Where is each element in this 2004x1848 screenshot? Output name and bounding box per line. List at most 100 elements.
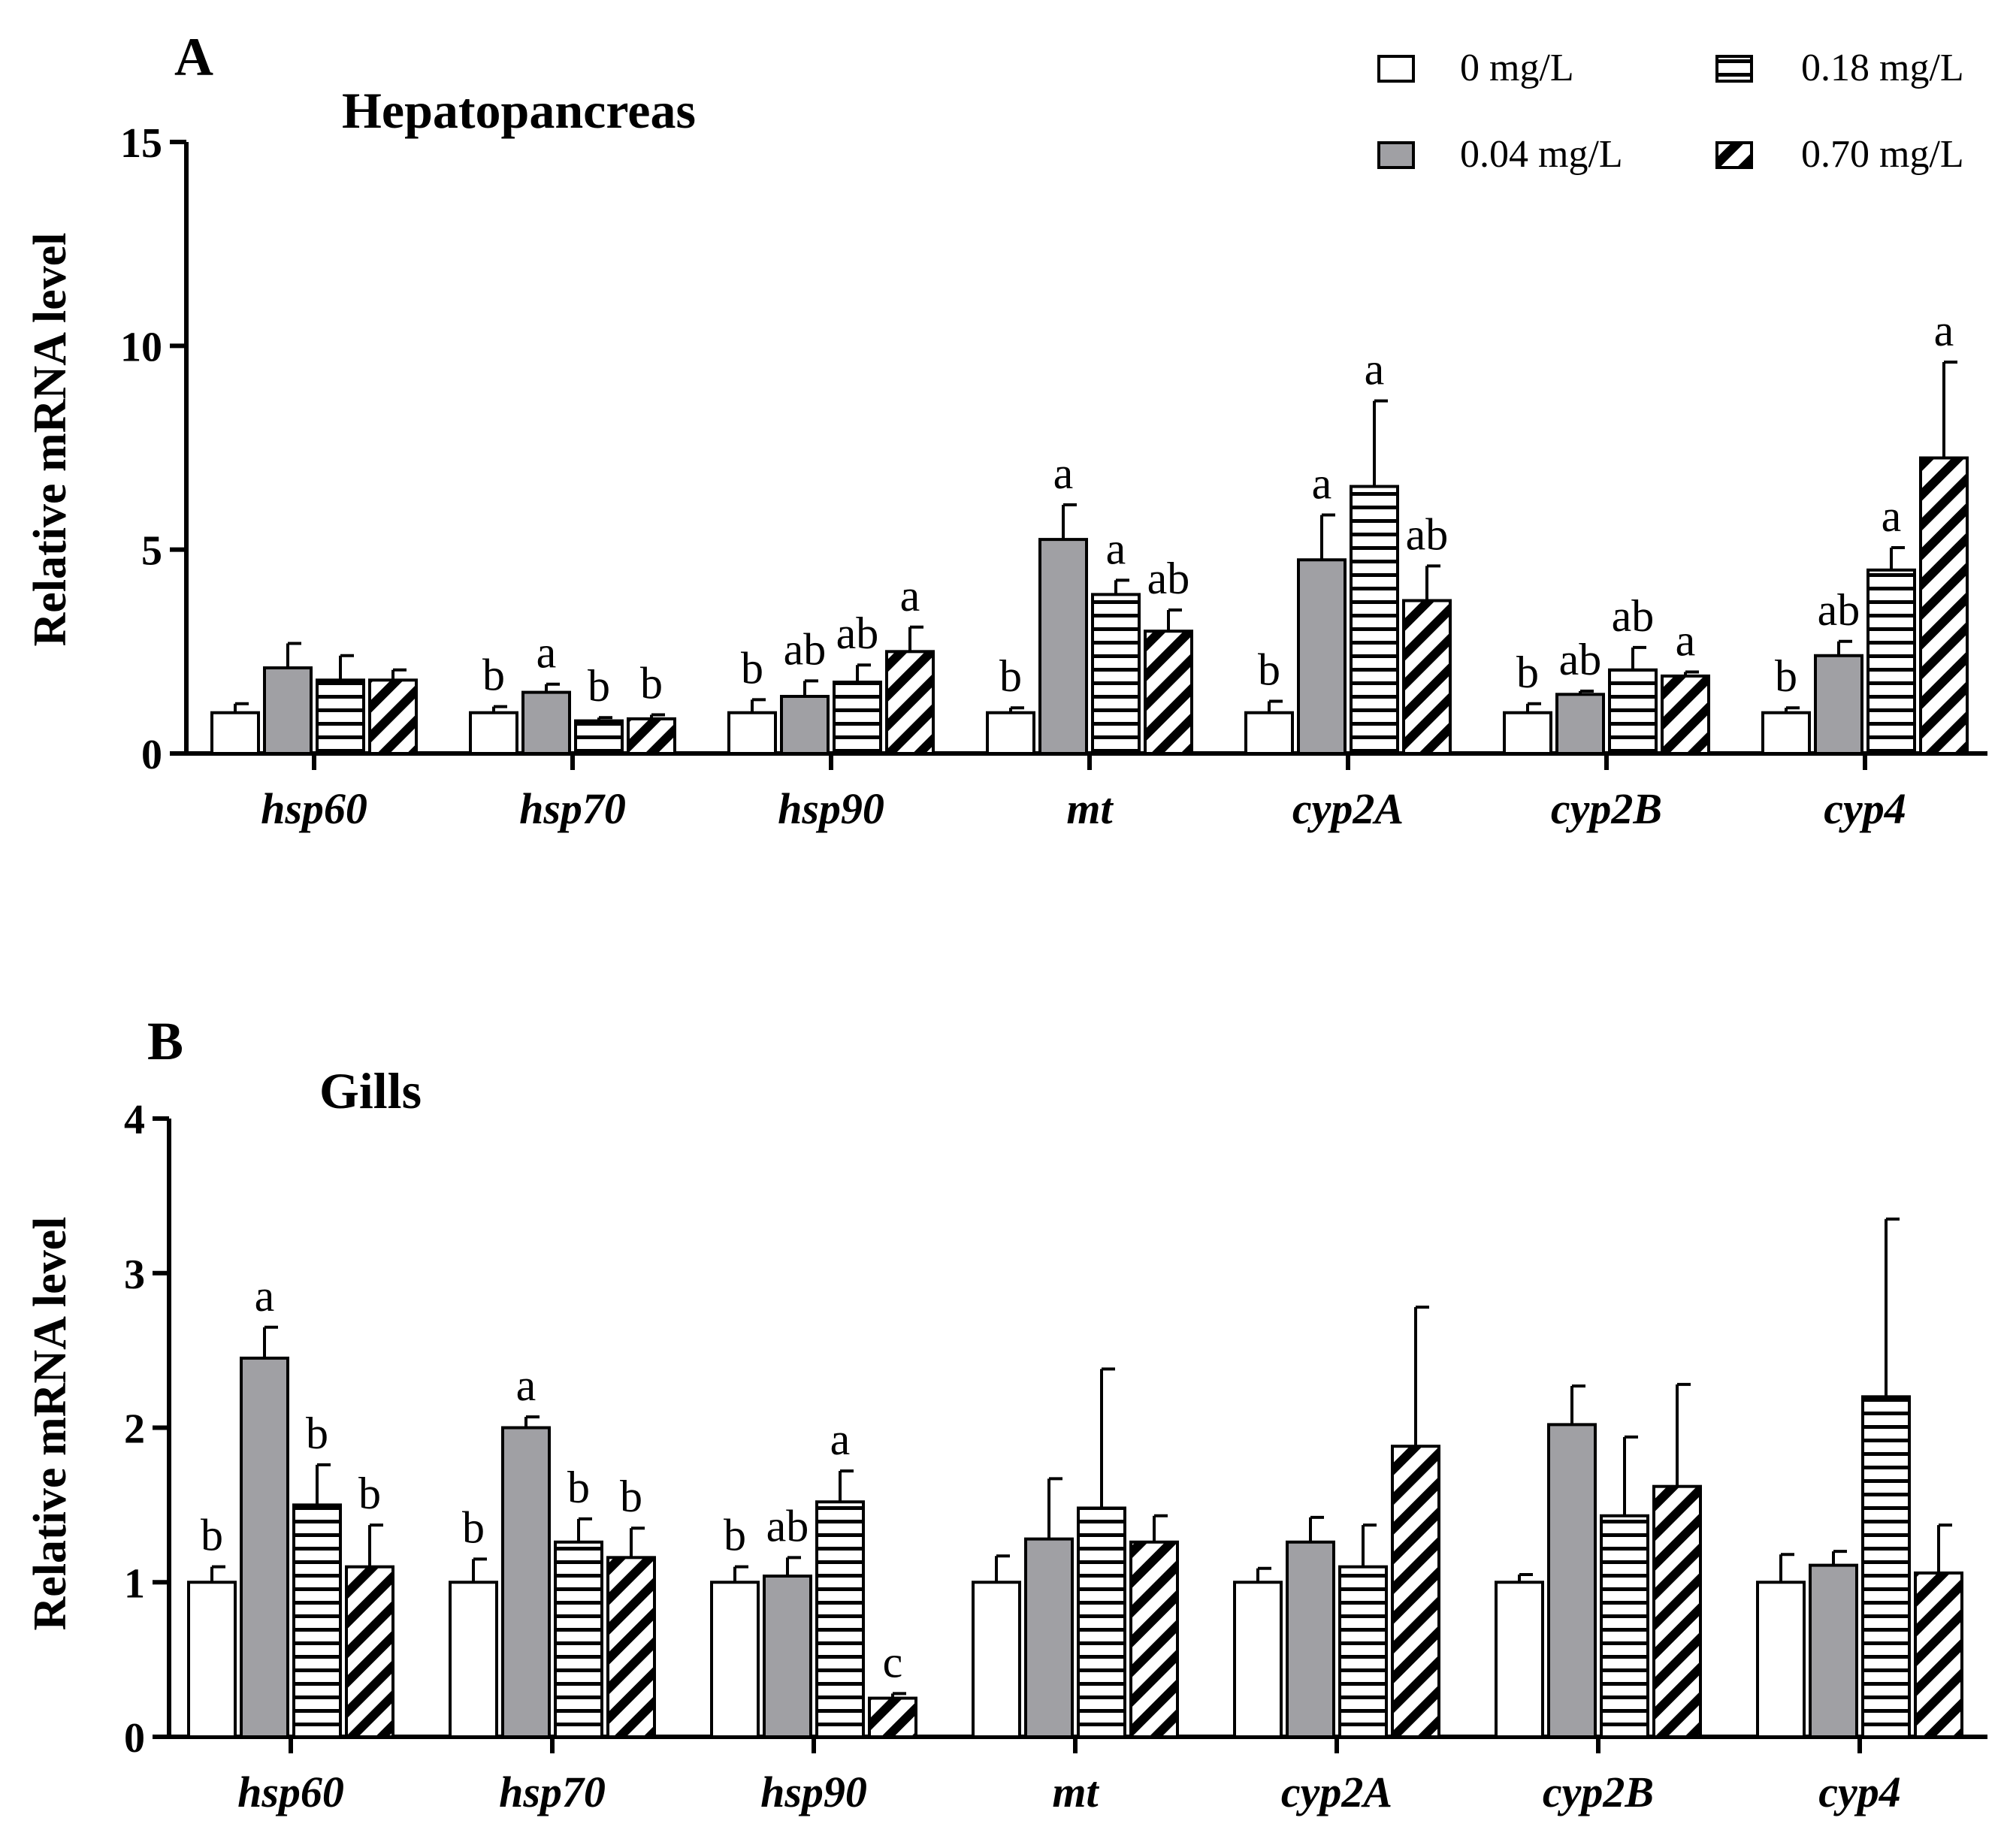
panel-a-sig-label-hsp90-s0: b [741, 643, 763, 693]
panel-a-title: Hepatopancreas [342, 82, 696, 139]
panel-a-bar-hsp60-s1 [263, 666, 313, 755]
panel-a-sig-label-cyp4-s2: a [1882, 491, 1902, 541]
legend-swatch-1 [1377, 141, 1415, 169]
panel-b-x-tick-label-3: mt [1052, 1768, 1099, 1816]
panel-a-bar-hsp90-s0 [727, 711, 777, 756]
panel-a-bar-cyp2A-s0 [1244, 711, 1294, 756]
panel-a-bar-cyp4-s0 [1761, 711, 1811, 756]
panel-b-bar-mt-s3 [1129, 1540, 1179, 1738]
panel-a-letter: A [174, 27, 213, 87]
legend-label-2: 0.18 mg/L [1801, 47, 1964, 89]
panel-a-sig-label-mt-s0: b [999, 651, 1022, 701]
panel-b-sig-label-hsp70-s3: b [620, 1472, 642, 1521]
panel-a-bar-cyp4-s2 [1866, 568, 1916, 755]
panel-b-bar-hsp70-s1 [501, 1426, 551, 1738]
panel-a-sig-label-cyp2B-s0: b [1516, 648, 1539, 697]
panel-b-sig-label-hsp90-s1: ab [766, 1501, 809, 1551]
panel-b-sig-label-hsp90-s0: b [724, 1511, 746, 1560]
panel-a-y-tick-label-0: 0 [141, 732, 162, 778]
panel-b-bar-cyp2B-s3 [1652, 1484, 1702, 1739]
panel-b-bar-cyp4-s0 [1756, 1581, 1806, 1738]
panel-a-ylabel: Relative mRNA level [25, 233, 76, 647]
panel-a-sig-label-cyp2B-s3: a [1676, 615, 1696, 665]
panel-a-bar-mt-s3 [1144, 630, 1193, 756]
panel-b-bar-cyp2A-s2 [1338, 1565, 1388, 1739]
panel-a-sig-label-mt-s1: a [1053, 448, 1074, 498]
panel-a-sig-label-hsp90-s1: ab [784, 624, 827, 674]
panel-a-bar-hsp60-s2 [316, 678, 365, 756]
panel-a-sig-label-hsp90-s3: a [900, 571, 920, 621]
panel-b-bar-mt-s0 [972, 1581, 1021, 1738]
panel-a-bar-hsp90-s3 [885, 650, 935, 755]
panel-a-sig-label-cyp2A-s1: a [1312, 459, 1332, 509]
panel-b-bar-hsp90-s1 [763, 1575, 812, 1739]
panel-a-bar-hsp60-s0 [210, 711, 260, 756]
panel-a-sig-label-hsp90-s2: ab [836, 608, 879, 658]
panel-a-bar-mt-s2 [1091, 593, 1141, 755]
panel-b-bar-cyp4-s3 [1914, 1571, 1963, 1739]
panel-b-bar-cyp4-s1 [1809, 1563, 1858, 1738]
panel-a-x-tick-label-0: hsp60 [261, 784, 367, 833]
panel-a-bar-cyp4-s1 [1814, 654, 1863, 756]
panel-b-ylabel: Relative mRNA level [25, 1217, 76, 1631]
panel-a-bar-cyp2B-s3 [1661, 674, 1710, 755]
panel-a-bar-hsp90-s1 [780, 695, 830, 756]
panel-b-bar-hsp90-s3 [868, 1696, 917, 1738]
panel-a-bar-cyp2A-s2 [1350, 485, 1399, 755]
legend: 0 mg/L 0.04 mg/L 0.18 mg/L 0.70 mg/L [1377, 47, 1964, 176]
panel-b-y-tick-label-3: 3 [124, 1252, 145, 1298]
panel-a-sig-label-cyp4-s3: a [1934, 306, 1954, 355]
panel-b-bar-cyp4-s2 [1861, 1395, 1911, 1738]
panel-b-sig-label-hsp90-s2: a [830, 1415, 851, 1464]
panel-b-bar-hsp70-s3 [606, 1556, 656, 1739]
panel-a-bar-cyp2B-s0 [1503, 711, 1552, 756]
panel-b-bar-hsp90-s0 [710, 1581, 760, 1738]
panel-a-sig-label-cyp2B-s1: ab [1559, 635, 1602, 684]
legend-swatch-0 [1377, 55, 1415, 83]
panel-a-y-tick-label-3: 15 [120, 120, 162, 167]
panel-a-y-tick-label-2: 10 [120, 324, 162, 370]
panel-b-y-tick-label-4: 4 [124, 1097, 145, 1143]
panel-b-bar-hsp70-s2 [554, 1540, 603, 1738]
panel-b-sig-label-hsp70-s0: b [462, 1502, 485, 1552]
panel-a-x-tick-label-4: cyp2A [1292, 784, 1404, 833]
panel-a-sig-label-hsp70-s2: b [588, 661, 610, 711]
panel-a-sig-label-cyp2A-s3: ab [1406, 509, 1449, 559]
legend-label-0: 0 mg/L [1460, 47, 1574, 89]
panel-a-x-tick-label-2: hsp90 [778, 784, 884, 833]
panel-a-sig-label-cyp4-s1: ab [1818, 585, 1860, 635]
panel-b-bar-mt-s1 [1024, 1537, 1074, 1738]
panel-a-bar-hsp70-s3 [627, 717, 676, 756]
panel-b-bar-cyp2B-s1 [1547, 1423, 1597, 1738]
panel-b-y-tick-label-2: 2 [124, 1406, 145, 1453]
panel-a-x-tick-label-1: hsp70 [519, 784, 626, 833]
panel-b-y-tick-label-0: 0 [124, 1715, 145, 1762]
panel-a-x-tick-label-3: mt [1066, 784, 1114, 833]
panel-a-bar-cyp2B-s1 [1555, 693, 1605, 756]
panel-a-bar-mt-s0 [986, 711, 1035, 756]
panel-b-x-tick-label-2: hsp90 [760, 1768, 867, 1816]
panel-a-sig-label-hsp70-s0: b [482, 651, 505, 700]
panel-b-bar-hsp60-s0 [187, 1581, 237, 1738]
panel-b-x-tick-label-4: cyp2A [1281, 1768, 1392, 1816]
panel-b-sig-label-hsp60-s3: b [358, 1469, 381, 1518]
panel-a-y-tick-label-1: 5 [141, 528, 162, 575]
panel-a-sig-label-mt-s3: ab [1147, 554, 1190, 603]
panel-a-bar-hsp90-s2 [833, 681, 882, 755]
panel-b-sig-label-hsp90-s3: c [883, 1637, 903, 1686]
panel-a-x-tick-label-6: cyp4 [1824, 784, 1906, 833]
panel-b-bar-cyp2A-s3 [1391, 1445, 1440, 1738]
panel-b-bar-hsp90-s2 [815, 1500, 865, 1738]
panel-b-bar-mt-s2 [1077, 1506, 1126, 1738]
panel-a-sig-label-cyp2A-s2: a [1365, 345, 1385, 394]
panel-b-x-tick-label-6: cyp4 [1818, 1768, 1901, 1816]
panel-a-bar-hsp70-s1 [521, 690, 571, 755]
panel-b-bar-cyp2A-s0 [1233, 1581, 1283, 1738]
panel-b-sig-label-hsp60-s0: b [201, 1511, 223, 1560]
panel-b-x-tick-label-5: cyp2B [1543, 1768, 1654, 1816]
panel-b-bar-hsp60-s1 [240, 1356, 289, 1738]
panel-b-bar-cyp2B-s2 [1600, 1514, 1649, 1738]
panel-a-sig-label-hsp70-s3: b [640, 658, 663, 708]
